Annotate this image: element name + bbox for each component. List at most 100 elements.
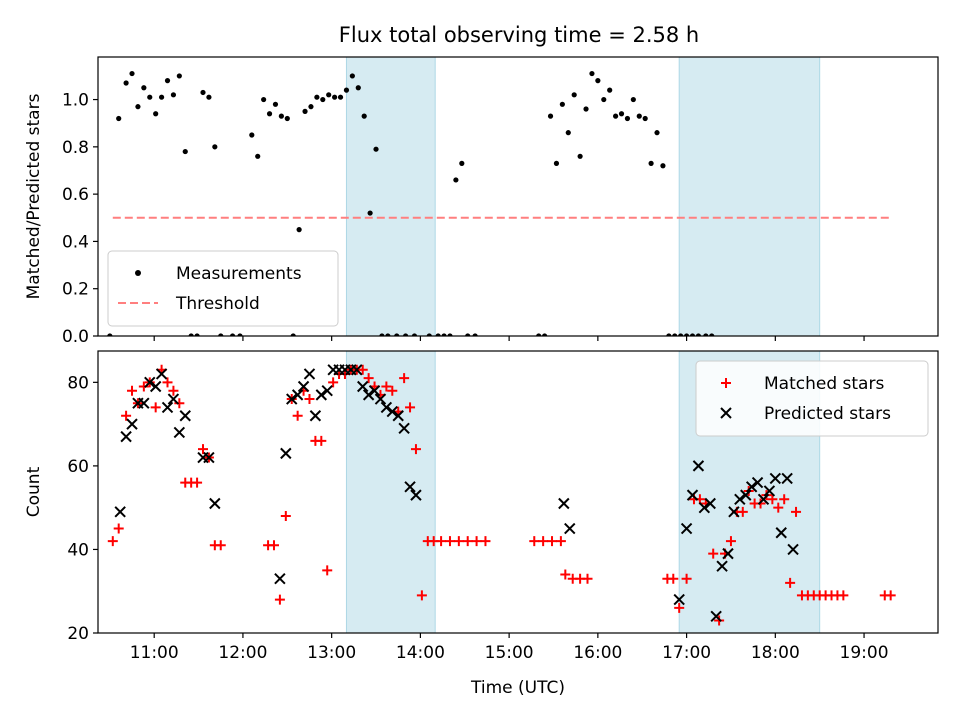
data-point [398, 422, 410, 434]
data-point [680, 522, 693, 535]
data-point [274, 594, 285, 605]
data-point [147, 94, 153, 100]
y-tick-label: 0.4 [62, 232, 89, 252]
data-point [337, 94, 344, 100]
data-point [309, 410, 322, 422]
data-point [465, 333, 471, 336]
x-tick-label: 11:00 [130, 643, 179, 663]
data-point [182, 148, 188, 155]
data-point [559, 101, 565, 107]
data-point [472, 333, 478, 336]
data-point [286, 393, 298, 405]
data-point [683, 333, 690, 336]
data-point [695, 333, 702, 336]
x-tick-label: 15:00 [485, 643, 534, 663]
data-point [120, 430, 132, 443]
data-point [781, 472, 793, 485]
data-point [373, 146, 379, 152]
data-point [698, 501, 711, 514]
data-point [249, 132, 255, 138]
data-point [203, 451, 215, 464]
data-point [107, 333, 113, 336]
data-point [607, 87, 613, 93]
data-point [158, 94, 165, 100]
data-point [209, 497, 221, 510]
data-point [314, 94, 320, 100]
data-point [268, 540, 279, 551]
data-point [237, 333, 243, 336]
data-point [123, 80, 129, 86]
legend: Measurements Threshold [107, 250, 339, 327]
data-point [725, 536, 736, 547]
data-point [785, 577, 796, 588]
shaded-interval-1 [678, 56, 821, 337]
data-point [176, 73, 182, 79]
data-point [436, 536, 447, 547]
data-point [885, 590, 896, 601]
data-point [529, 536, 540, 547]
data-point [296, 227, 302, 233]
data-point [435, 333, 441, 336]
data-point [212, 144, 218, 150]
data-point [710, 610, 722, 622]
axes-frame [97, 56, 939, 337]
legend-box [695, 360, 929, 437]
series-measurements [107, 70, 715, 336]
axes-frame [97, 350, 939, 634]
data-point [362, 389, 375, 401]
data-point [304, 394, 315, 405]
data-point [708, 548, 719, 559]
data-point [791, 506, 802, 517]
data-point [769, 472, 782, 485]
data-point [280, 447, 292, 460]
data-point [462, 536, 473, 547]
data-point [589, 70, 595, 77]
y-tick-label: 0.0 [62, 327, 89, 347]
data-point [316, 435, 327, 446]
data-point [188, 333, 194, 336]
data-point [291, 389, 304, 401]
data-point [773, 502, 784, 513]
data-point [613, 113, 619, 119]
data-point [215, 540, 226, 551]
data-point [200, 89, 206, 96]
data-point [751, 476, 764, 489]
y-axis-label: Matched/Predicted stars [24, 93, 44, 299]
data-point [560, 569, 571, 580]
data-point [308, 104, 314, 110]
data-point [328, 377, 339, 388]
data-point [763, 485, 776, 497]
data-point [302, 108, 308, 114]
data-point [734, 493, 746, 506]
data-point [392, 410, 404, 422]
data-point [355, 85, 361, 91]
data-point [686, 489, 699, 501]
legend: Matched stars Predicted stars [695, 360, 929, 437]
data-point [405, 402, 416, 413]
data-point [577, 153, 583, 159]
data-point [692, 460, 705, 472]
data-point [343, 87, 350, 93]
data-point [379, 333, 385, 336]
data-point [129, 70, 135, 77]
data-point [787, 543, 799, 556]
data-point [114, 506, 126, 518]
data-point [618, 111, 625, 117]
series-predicted-stars [114, 364, 799, 622]
data-point [192, 477, 203, 488]
shaded-interval-0 [345, 56, 436, 337]
data-point [740, 489, 752, 501]
data-point [255, 153, 261, 159]
data-point [709, 333, 715, 336]
data-point [374, 393, 387, 405]
data-point [363, 373, 374, 384]
top-panel: 0.0 0.2 0.4 0.6 0.8 1.0 Matched/Predicted star… [24, 56, 939, 347]
data-point [411, 333, 418, 336]
data-point [555, 536, 566, 547]
data-point [274, 572, 286, 585]
data-point [654, 130, 660, 136]
data-point [138, 397, 150, 409]
data-point [838, 590, 849, 601]
y-tick-label: 0.8 [62, 138, 89, 158]
data-point [722, 547, 734, 560]
